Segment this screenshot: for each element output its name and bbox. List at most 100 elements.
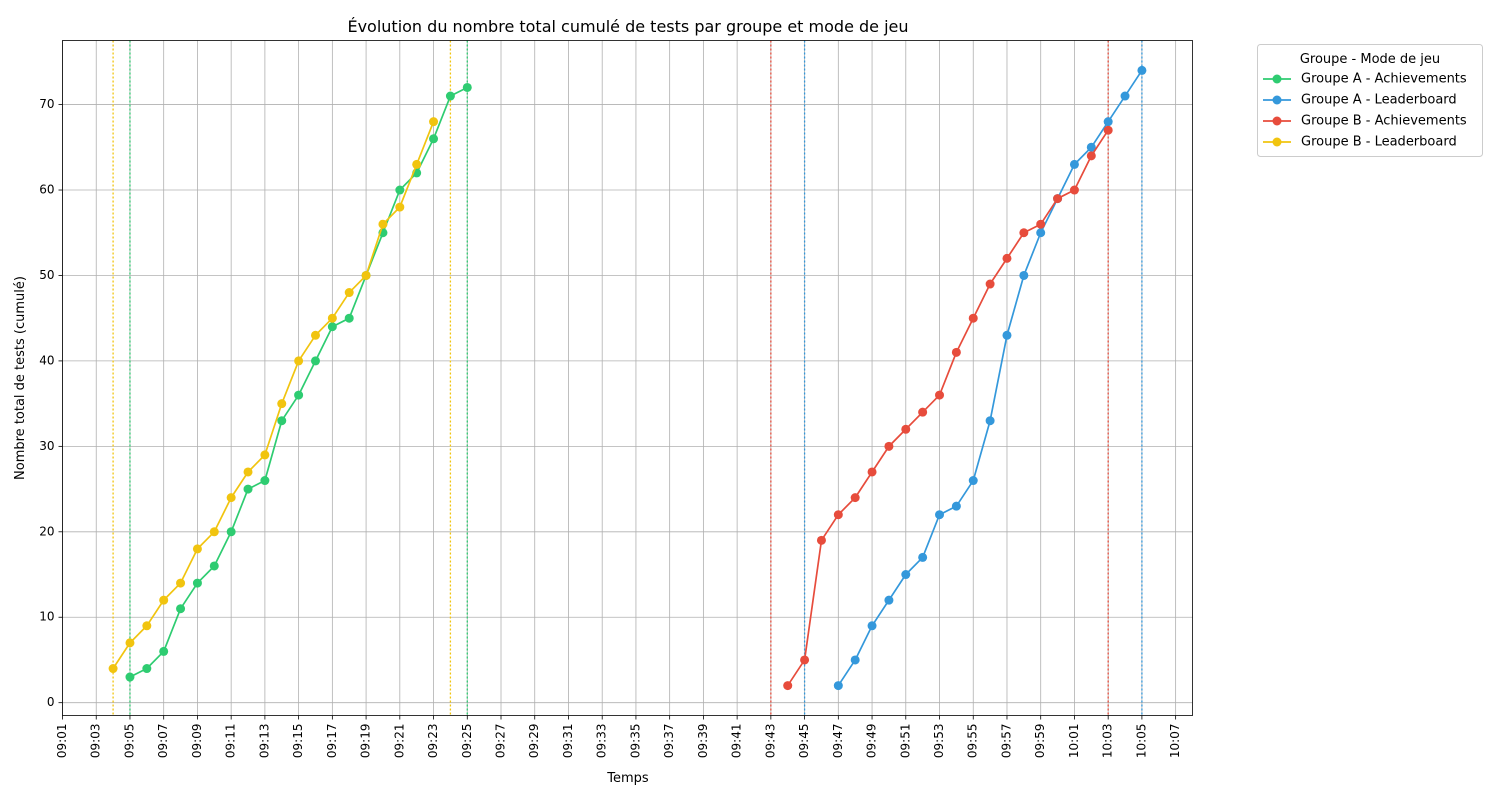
data-point [1120,91,1130,101]
data-point [867,621,877,631]
legend-entry: Groupe A - Leaderboard [1263,93,1457,108]
legend-title: Groupe - Mode de jeu [1300,52,1440,67]
y-tick-label: 70 [39,97,54,111]
chart-title: Évolution du nombre total cumulé de test… [347,17,908,36]
legend-label: Groupe A - Achievements [1301,72,1467,87]
data-point [833,510,843,520]
data-point [159,595,169,605]
x-tick-label: 09:43 [763,724,777,759]
x-tick-label: 10:01 [1067,724,1081,759]
data-point [412,159,422,169]
data-point [226,527,236,537]
x-tick-label: 09:51 [898,724,912,759]
data-point [901,570,911,580]
data-point [1069,159,1079,169]
data-point [951,347,961,357]
data-point [310,330,320,340]
x-axis-label: Temps [606,771,649,786]
data-point [918,407,928,417]
x-tick-label: 09:29 [527,724,541,759]
x-tick-label: 09:45 [797,724,811,759]
y-tick-label: 40 [39,353,54,367]
data-point [935,510,945,520]
data-point [884,595,894,605]
data-point [108,664,118,674]
data-point [1086,142,1096,152]
x-tick-label: 10:05 [1134,724,1148,759]
x-tick-label: 09:01 [55,724,69,759]
data-point [344,313,354,323]
x-tick-label: 09:37 [662,724,676,759]
legend-entry: Groupe B - Achievements [1263,114,1467,129]
data-point [1019,270,1029,280]
data-point [209,561,219,571]
legend-marker-swatch [1272,95,1282,105]
y-tick-label: 60 [39,183,54,197]
x-tick-label: 09:11 [224,724,238,759]
x-tick-label: 09:55 [966,724,980,759]
data-point [1002,330,1012,340]
data-point [294,356,304,366]
data-point [429,117,439,127]
x-tick-label: 09:19 [359,724,373,759]
legend-label: Groupe B - Achievements [1301,114,1467,129]
data-point [125,638,135,648]
x-tick-label: 10:03 [1101,724,1115,759]
data-point [176,578,186,588]
data-point [344,288,354,298]
data-point [192,544,202,554]
data-point [176,604,186,614]
data-point [935,390,945,400]
y-tick-label: 0 [47,695,55,709]
data-point [850,493,860,503]
data-point [1086,151,1096,161]
legend-marker-swatch [1272,137,1282,147]
data-point [1069,185,1079,195]
x-tick-label: 09:47 [831,724,845,759]
data-point [277,399,287,409]
data-point [918,552,928,562]
x-tick-label: 09:41 [730,724,744,759]
series-layer [108,65,1147,691]
data-point [1137,65,1147,75]
x-axis: 09:01 09:03 09:05 09:07 09:09 09:11 09:13 09:15… [55,715,1182,759]
data-point [985,279,995,289]
legend-marker-swatch [1272,116,1282,126]
data-point [429,134,439,144]
data-point [125,672,135,682]
data-point [142,621,152,631]
data-point [1053,194,1063,204]
x-tick-label: 09:13 [257,724,271,759]
y-tick-label: 30 [39,439,54,453]
legend-entry: Groupe A - Achievements [1263,72,1467,87]
y-tick-label: 10 [39,610,54,624]
x-tick-label: 09:21 [392,724,406,759]
data-point [833,681,843,691]
x-tick-label: 09:07 [156,724,170,759]
data-point [1036,219,1046,229]
data-point [884,441,894,451]
data-point [310,356,320,366]
range-markers [112,40,1143,716]
x-tick-label: 09:39 [696,724,710,759]
data-point [243,484,253,494]
data-point [243,467,253,477]
legend-label: Groupe A - Leaderboard [1301,93,1457,108]
x-tick-label: 09:49 [865,724,879,759]
data-point [800,655,810,665]
x-tick-label: 09:17 [325,724,339,759]
data-point [901,424,911,434]
data-point [395,202,405,212]
y-tick-label: 50 [39,268,54,282]
legend-label: Groupe B - Leaderboard [1301,135,1457,150]
x-tick-label: 09:53 [932,724,946,759]
x-tick-label: 09:35 [628,724,642,759]
data-point [361,270,371,280]
x-tick-label: 09:57 [999,724,1013,759]
data-point [445,91,455,101]
data-point [327,322,337,332]
data-point [850,655,860,665]
x-tick-label: 09:05 [122,724,136,759]
